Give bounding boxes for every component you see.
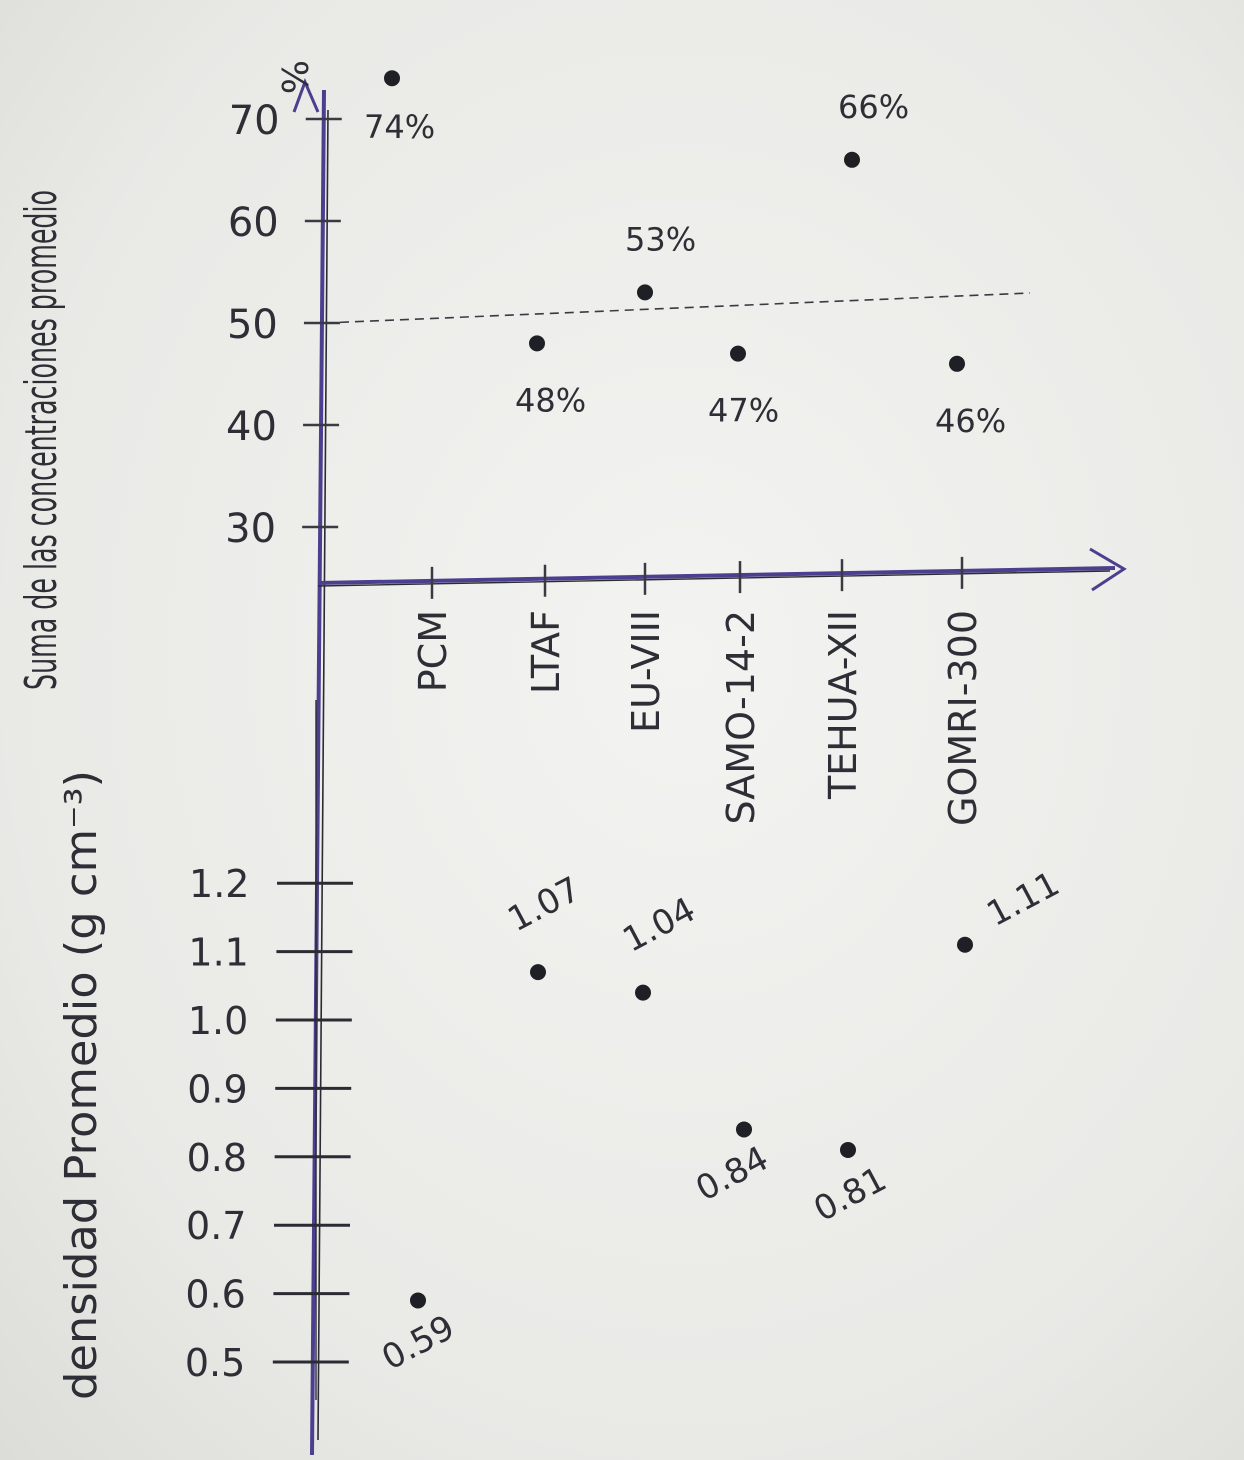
bottom-y-tick-label: 1.0 xyxy=(188,999,248,1043)
axes xyxy=(292,77,1127,1456)
vertical-axis xyxy=(310,89,326,1456)
top-y-unit: % xyxy=(273,60,314,94)
top-y-axis-title: Suma de las concentraciones promedio xyxy=(16,190,67,690)
bottom-data-label: 1.04 xyxy=(616,890,702,961)
bottom-y-tick-label: 0.5 xyxy=(185,1341,245,1385)
bottom-y-tick-label: 1.2 xyxy=(189,862,249,906)
top-data-point xyxy=(637,284,653,301)
bottom-data-label: 0.81 xyxy=(807,1159,893,1230)
bottom-data-point xyxy=(736,1121,752,1138)
category-label: EU-VIII xyxy=(624,610,668,733)
bottom-y-tick-label: 1.1 xyxy=(188,931,248,975)
top-y-ticks: 30 40 50 60 70 xyxy=(225,98,342,552)
bottom-data-point xyxy=(957,936,973,953)
top-data-label: 53% xyxy=(625,220,696,258)
bottom-y-tick-label: 0.9 xyxy=(187,1067,247,1111)
horizontal-axis xyxy=(317,566,1116,585)
bottom-data-point xyxy=(410,1292,426,1309)
reference-line xyxy=(324,292,1031,324)
top-data-point xyxy=(730,345,746,362)
bottom-series: 0.59 1.07 1.04 0.84 0.81 1.11 xyxy=(375,864,1066,1379)
top-series: 74% 48% 53% 47% 66% 46% xyxy=(364,70,1006,440)
bottom-y-axis-title: densidad Promedio (g cm⁻³) xyxy=(56,770,107,1400)
bottom-y-tick-label: 0.8 xyxy=(187,1136,247,1180)
top-y-tick-label: 30 xyxy=(225,506,276,552)
bottom-y-ticks: 0.5 0.6 0.7 0.8 0.9 1.0 1.1 1.2 xyxy=(185,862,354,1385)
top-data-label: 47% xyxy=(708,392,779,430)
top-data-point xyxy=(844,151,860,168)
bottom-data-point xyxy=(840,1141,856,1158)
top-y-tick-label: 60 xyxy=(228,200,279,246)
category-label: PCM xyxy=(411,610,455,692)
bottom-data-label: 1.11 xyxy=(980,864,1066,935)
top-data-label: 48% xyxy=(515,381,586,419)
category-label: TEHUA-XII xyxy=(821,610,865,800)
top-y-tick-label: 40 xyxy=(226,404,277,450)
bottom-data-point xyxy=(530,964,546,981)
bottom-y-tick-label: 0.6 xyxy=(185,1273,245,1317)
top-data-point xyxy=(529,335,545,352)
top-data-point xyxy=(949,355,965,372)
bottom-data-label: 1.07 xyxy=(501,869,587,940)
horizontal-axis-arrow xyxy=(1089,547,1127,592)
vertical-axis-arrow xyxy=(292,77,320,113)
top-data-label: 74% xyxy=(364,108,435,146)
category-ticks: PCM LTAF EU-VIII SAMO-14-2 TEHUA-XII GOMRI-30… xyxy=(411,556,985,826)
bottom-data-point xyxy=(635,984,651,1001)
category-label: GOMRI-300 xyxy=(941,610,985,826)
top-y-tick-label: 70 xyxy=(229,98,280,144)
bottom-data-label: 0.84 xyxy=(689,1139,775,1210)
bottom-y-tick-label: 0.7 xyxy=(186,1204,246,1248)
top-data-point xyxy=(384,70,400,87)
top-data-label: 66% xyxy=(838,88,909,126)
top-data-label: 46% xyxy=(935,402,1006,440)
category-label: LTAF xyxy=(524,610,568,694)
bottom-data-label: 0.59 xyxy=(375,1308,461,1379)
category-label: SAMO-14-2 xyxy=(719,610,763,825)
top-y-tick-label: 50 xyxy=(227,302,278,348)
